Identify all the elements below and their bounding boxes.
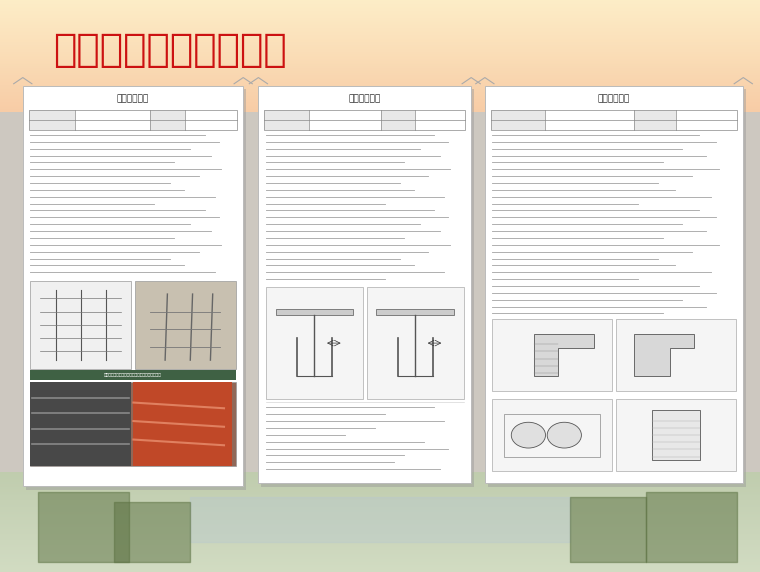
Bar bbox=[634, 110, 676, 120]
Bar bbox=[261, 89, 474, 487]
Bar bbox=[381, 110, 415, 120]
Bar bbox=[505, 414, 600, 456]
Bar bbox=[616, 399, 736, 471]
Bar bbox=[74, 120, 150, 130]
Bar bbox=[266, 287, 363, 399]
Bar bbox=[264, 110, 465, 130]
Circle shape bbox=[547, 422, 581, 448]
Bar bbox=[309, 110, 381, 120]
Bar bbox=[491, 110, 545, 120]
Bar bbox=[616, 319, 736, 391]
Bar bbox=[264, 120, 309, 130]
Bar bbox=[634, 120, 676, 130]
Bar bbox=[545, 120, 634, 130]
Bar bbox=[492, 319, 612, 391]
Bar bbox=[415, 110, 465, 120]
Bar bbox=[185, 110, 237, 120]
Bar bbox=[132, 382, 232, 466]
Bar bbox=[488, 89, 746, 487]
Bar bbox=[276, 308, 353, 315]
Bar bbox=[492, 399, 612, 471]
Bar bbox=[29, 110, 237, 130]
Bar bbox=[258, 86, 471, 483]
Bar bbox=[545, 110, 634, 120]
Bar bbox=[415, 120, 465, 130]
Bar bbox=[309, 120, 381, 130]
Bar bbox=[30, 370, 236, 380]
Polygon shape bbox=[634, 333, 694, 376]
Bar bbox=[135, 281, 236, 369]
Bar bbox=[29, 110, 74, 120]
Bar bbox=[26, 89, 246, 490]
Bar bbox=[491, 110, 737, 130]
Polygon shape bbox=[534, 333, 594, 376]
Bar bbox=[491, 120, 545, 130]
Bar bbox=[676, 120, 737, 130]
Bar bbox=[30, 281, 131, 369]
Text: 技术交底记录: 技术交底记录 bbox=[598, 94, 630, 103]
Bar bbox=[381, 120, 415, 130]
Bar bbox=[376, 308, 454, 315]
Bar bbox=[185, 120, 237, 130]
Bar bbox=[264, 110, 309, 120]
Text: 技术交底记录: 技术交底记录 bbox=[349, 94, 381, 103]
Bar bbox=[485, 86, 743, 483]
Bar bbox=[29, 120, 74, 130]
Bar bbox=[676, 110, 737, 120]
Text: 柱头箍筋闭合加工，保证了柱头加密区箍筋到位。: 柱头箍筋闭合加工，保证了柱头加密区箍筋到位。 bbox=[104, 373, 162, 376]
Bar bbox=[652, 410, 700, 460]
Bar bbox=[23, 86, 243, 486]
Circle shape bbox=[511, 422, 546, 448]
Bar bbox=[30, 382, 131, 466]
Bar bbox=[150, 110, 185, 120]
Bar bbox=[150, 120, 185, 130]
Bar bbox=[367, 287, 464, 399]
Text: 技术交底记录: 技术交底记录 bbox=[117, 94, 149, 103]
Bar bbox=[30, 382, 236, 466]
Text: 图文并茂纸质技术交底: 图文并茂纸质技术交底 bbox=[53, 31, 287, 69]
Bar bbox=[74, 110, 150, 120]
